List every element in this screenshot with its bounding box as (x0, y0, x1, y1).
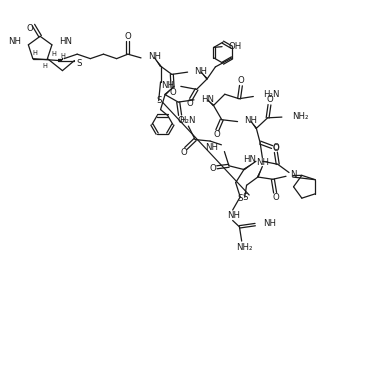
Text: S: S (76, 59, 82, 68)
Text: H: H (32, 50, 37, 56)
Text: NH: NH (205, 143, 218, 152)
Text: NH: NH (263, 219, 276, 228)
Polygon shape (207, 100, 214, 106)
Text: NH: NH (195, 67, 207, 76)
Text: O: O (27, 24, 34, 33)
Text: O: O (273, 193, 279, 202)
Text: O: O (213, 130, 220, 139)
Text: H: H (42, 63, 47, 69)
Text: NH₂: NH₂ (292, 112, 308, 121)
Polygon shape (201, 72, 208, 79)
Polygon shape (251, 121, 257, 129)
Text: O: O (238, 76, 244, 85)
Polygon shape (164, 86, 174, 95)
Text: HN: HN (243, 155, 256, 164)
Text: HN: HN (60, 37, 72, 46)
Text: OH: OH (229, 42, 242, 51)
Text: O: O (124, 32, 131, 41)
Polygon shape (244, 161, 256, 170)
Polygon shape (257, 167, 262, 177)
Text: NH: NH (161, 81, 174, 90)
Text: N: N (290, 170, 296, 179)
Text: O: O (177, 115, 184, 124)
Text: NH: NH (256, 158, 269, 167)
Text: O: O (273, 144, 279, 153)
Text: NH: NH (8, 37, 21, 46)
Text: O: O (170, 88, 177, 97)
Text: O: O (273, 143, 280, 152)
Text: O: O (266, 95, 273, 104)
Polygon shape (155, 58, 161, 67)
Text: HN: HN (201, 95, 214, 104)
Text: S: S (238, 194, 243, 203)
Text: NH: NH (244, 116, 257, 125)
Text: H: H (52, 51, 57, 57)
Text: S: S (156, 96, 161, 105)
Text: O: O (209, 164, 216, 173)
Text: O: O (187, 99, 193, 108)
Text: O: O (181, 148, 187, 157)
Text: H₂N: H₂N (263, 91, 280, 100)
Text: NH: NH (227, 211, 240, 220)
Text: H: H (60, 53, 65, 59)
Text: S: S (242, 193, 247, 202)
Text: H₂N: H₂N (179, 115, 196, 124)
Text: NH: NH (148, 52, 161, 61)
Text: NH₂: NH₂ (236, 243, 252, 252)
